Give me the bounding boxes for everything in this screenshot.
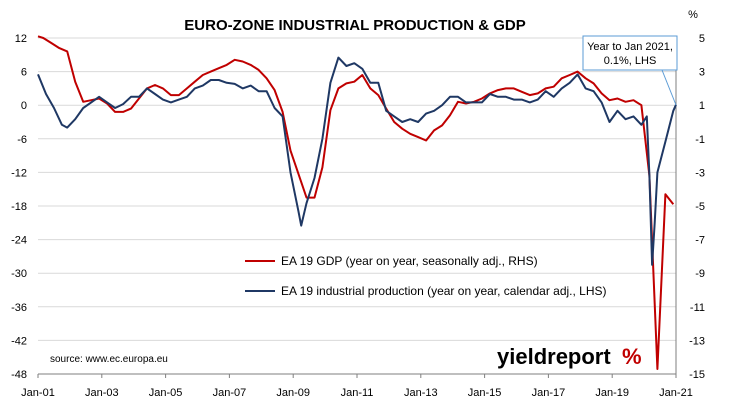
left-y-tick-label: 12 [15,33,27,45]
right-y-tick-label: -15 [689,369,705,381]
right-y-tick-label: 1 [699,100,705,112]
left-y-tick-label: -36 [11,302,27,314]
gridlines [38,71,676,341]
yieldreport-logo: yieldreport % [497,344,642,369]
chart-title: EURO-ZONE INDUSTRIAL PRODUCTION & GDP [184,17,525,34]
x-tick-label: Jan-05 [149,387,183,399]
right-y-tick-label: -13 [689,335,705,347]
left-y-tick-label: -18 [11,201,27,213]
logo-mark: % [622,344,642,369]
right-y-tick-label: -11 [690,302,705,314]
x-tick-label: Jan-21 [659,387,693,399]
series-line-gdp [37,35,675,370]
right-y-tick-label: -3 [695,167,705,179]
right-y-tick-label: 5 [699,33,705,45]
annotation-callout: Year to Jan 2021, 0.1%, LHS [582,35,678,106]
left-y-tick-label: 0 [21,100,27,112]
annotation-box [582,35,678,71]
right-y-tick-label: -5 [695,201,705,213]
x-tick-label: Jan-17 [532,387,566,399]
axes: 12 6 0 -6 -12 -18 -24 -30 -36 -42 -48 5 3 1 -1 -3 -5 -7 -9… [11,33,705,399]
legend-label-ip: EA 19 industrial production (year on yea… [281,284,607,298]
logo-text: yieldreport [497,344,611,369]
right-y-tick-label: -7 [695,235,705,247]
x-tick-label: Jan-09 [276,387,310,399]
x-tick-label: Jan-19 [595,387,629,399]
left-y-tick-label: -12 [11,167,27,179]
x-tick-label: Jan-01 [21,387,55,399]
x-tick-label: Jan-07 [213,387,247,399]
right-axis-unit: % [688,9,698,21]
left-y-tick-label: -6 [17,134,27,146]
legend: EA 19 GDP (year on year, seasonally adj.… [245,254,607,298]
x-tick-label: Jan-13 [404,387,438,399]
series-lines [37,35,677,370]
annotation-line-1: Year to Jan 2021, [587,41,673,53]
right-y-tick-label: -9 [695,268,705,280]
annotation-line-2: 0.1%, LHS [604,55,657,67]
series-line-ip [37,56,677,266]
right-y-tick-label: 3 [699,67,705,79]
x-tick-label: Jan-15 [468,387,502,399]
left-y-tick-label: -24 [11,235,27,247]
x-tick-label: Jan-11 [341,387,374,399]
annotation-pointer [661,69,677,106]
left-y-tick-label: -48 [11,369,27,381]
x-tick-label: Jan-03 [85,387,119,399]
right-y-tick-label: -1 [695,134,705,146]
source-note: source: www.ec.europa.eu [50,354,168,365]
left-y-tick-label: -30 [11,268,27,280]
left-y-tick-label: 6 [21,67,27,79]
legend-label-gdp: EA 19 GDP (year on year, seasonally adj.… [281,254,538,268]
left-y-tick-label: -42 [11,335,27,347]
